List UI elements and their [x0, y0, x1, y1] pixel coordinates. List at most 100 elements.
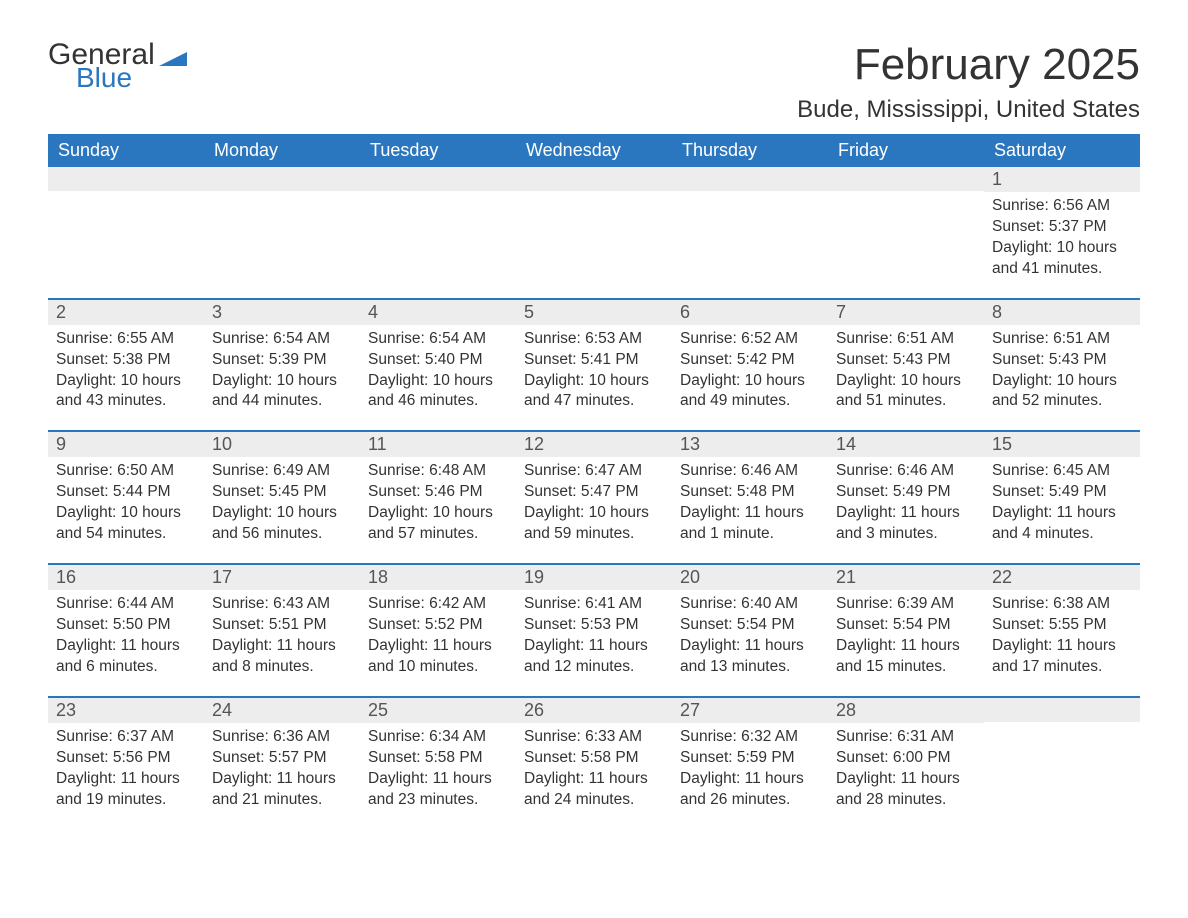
sunrise-text: Sunrise: 6:51 AM	[992, 329, 1132, 350]
day-body: Sunrise: 6:45 AMSunset: 5:49 PMDaylight:…	[984, 457, 1140, 563]
weekday-header: Wednesday	[516, 134, 672, 167]
calendar-day-cell: 3Sunrise: 6:54 AMSunset: 5:39 PMDaylight…	[204, 299, 360, 432]
calendar-table: SundayMondayTuesdayWednesdayThursdayFrid…	[48, 134, 1140, 828]
sunrise-text: Sunrise: 6:52 AM	[680, 329, 820, 350]
sunrise-text: Sunrise: 6:42 AM	[368, 594, 508, 615]
calendar-day-cell: 5Sunrise: 6:53 AMSunset: 5:41 PMDaylight…	[516, 299, 672, 432]
weekday-header: Monday	[204, 134, 360, 167]
day-number: 25	[360, 698, 516, 723]
day-body: Sunrise: 6:38 AMSunset: 5:55 PMDaylight:…	[984, 590, 1140, 696]
day-number	[516, 167, 672, 191]
calendar-day-cell	[984, 697, 1140, 829]
calendar-day-cell: 15Sunrise: 6:45 AMSunset: 5:49 PMDayligh…	[984, 431, 1140, 564]
day-number: 3	[204, 300, 360, 325]
day-number: 9	[48, 432, 204, 457]
calendar-day-cell: 27Sunrise: 6:32 AMSunset: 5:59 PMDayligh…	[672, 697, 828, 829]
day-number: 12	[516, 432, 672, 457]
day-body	[516, 191, 672, 283]
daylight-text: Daylight: 11 hours and 21 minutes.	[212, 769, 352, 811]
sunrise-text: Sunrise: 6:37 AM	[56, 727, 196, 748]
daylight-text: Daylight: 11 hours and 26 minutes.	[680, 769, 820, 811]
daylight-text: Daylight: 11 hours and 6 minutes.	[56, 636, 196, 678]
daylight-text: Daylight: 10 hours and 46 minutes.	[368, 371, 508, 413]
day-body: Sunrise: 6:56 AMSunset: 5:37 PMDaylight:…	[984, 192, 1140, 298]
sunrise-text: Sunrise: 6:45 AM	[992, 461, 1132, 482]
day-body: Sunrise: 6:54 AMSunset: 5:40 PMDaylight:…	[360, 325, 516, 431]
sunrise-text: Sunrise: 6:56 AM	[992, 196, 1132, 217]
calendar-day-cell: 2Sunrise: 6:55 AMSunset: 5:38 PMDaylight…	[48, 299, 204, 432]
sunset-text: Sunset: 5:42 PM	[680, 350, 820, 371]
daylight-text: Daylight: 11 hours and 10 minutes.	[368, 636, 508, 678]
day-number: 27	[672, 698, 828, 723]
sunrise-text: Sunrise: 6:33 AM	[524, 727, 664, 748]
day-number	[984, 698, 1140, 722]
day-number: 23	[48, 698, 204, 723]
day-number: 28	[828, 698, 984, 723]
day-number: 16	[48, 565, 204, 590]
calendar-day-cell: 12Sunrise: 6:47 AMSunset: 5:47 PMDayligh…	[516, 431, 672, 564]
day-number	[672, 167, 828, 191]
sunrise-text: Sunrise: 6:48 AM	[368, 461, 508, 482]
sunrise-text: Sunrise: 6:47 AM	[524, 461, 664, 482]
daylight-text: Daylight: 11 hours and 13 minutes.	[680, 636, 820, 678]
sunset-text: Sunset: 5:59 PM	[680, 748, 820, 769]
day-number: 10	[204, 432, 360, 457]
day-number: 22	[984, 565, 1140, 590]
sunset-text: Sunset: 5:49 PM	[836, 482, 976, 503]
day-body	[48, 191, 204, 283]
day-number: 24	[204, 698, 360, 723]
daylight-text: Daylight: 11 hours and 28 minutes.	[836, 769, 976, 811]
calendar-day-cell	[204, 167, 360, 299]
weekday-header: Friday	[828, 134, 984, 167]
sunset-text: Sunset: 5:54 PM	[836, 615, 976, 636]
sunrise-text: Sunrise: 6:41 AM	[524, 594, 664, 615]
sunrise-text: Sunrise: 6:54 AM	[368, 329, 508, 350]
day-body: Sunrise: 6:31 AMSunset: 6:00 PMDaylight:…	[828, 723, 984, 829]
day-body: Sunrise: 6:32 AMSunset: 5:59 PMDaylight:…	[672, 723, 828, 829]
sunrise-text: Sunrise: 6:51 AM	[836, 329, 976, 350]
day-number: 18	[360, 565, 516, 590]
daylight-text: Daylight: 10 hours and 43 minutes.	[56, 371, 196, 413]
day-number: 19	[516, 565, 672, 590]
day-number: 13	[672, 432, 828, 457]
sunset-text: Sunset: 5:51 PM	[212, 615, 352, 636]
sunrise-text: Sunrise: 6:44 AM	[56, 594, 196, 615]
sunset-text: Sunset: 5:45 PM	[212, 482, 352, 503]
sunset-text: Sunset: 5:44 PM	[56, 482, 196, 503]
sunset-text: Sunset: 5:38 PM	[56, 350, 196, 371]
calendar-day-cell: 24Sunrise: 6:36 AMSunset: 5:57 PMDayligh…	[204, 697, 360, 829]
day-body: Sunrise: 6:37 AMSunset: 5:56 PMDaylight:…	[48, 723, 204, 829]
calendar-day-cell	[360, 167, 516, 299]
daylight-text: Daylight: 11 hours and 24 minutes.	[524, 769, 664, 811]
weekday-header: Thursday	[672, 134, 828, 167]
daylight-text: Daylight: 11 hours and 19 minutes.	[56, 769, 196, 811]
sunrise-text: Sunrise: 6:43 AM	[212, 594, 352, 615]
calendar-day-cell: 28Sunrise: 6:31 AMSunset: 6:00 PMDayligh…	[828, 697, 984, 829]
sunset-text: Sunset: 5:43 PM	[836, 350, 976, 371]
day-number: 8	[984, 300, 1140, 325]
calendar-week: 1Sunrise: 6:56 AMSunset: 5:37 PMDaylight…	[48, 167, 1140, 299]
daylight-text: Daylight: 11 hours and 1 minute.	[680, 503, 820, 545]
day-number	[204, 167, 360, 191]
day-body: Sunrise: 6:33 AMSunset: 5:58 PMDaylight:…	[516, 723, 672, 829]
day-number	[48, 167, 204, 191]
calendar-day-cell: 19Sunrise: 6:41 AMSunset: 5:53 PMDayligh…	[516, 564, 672, 697]
weekday-header: Saturday	[984, 134, 1140, 167]
sunrise-text: Sunrise: 6:36 AM	[212, 727, 352, 748]
sunrise-text: Sunrise: 6:54 AM	[212, 329, 352, 350]
sunrise-text: Sunrise: 6:53 AM	[524, 329, 664, 350]
daylight-text: Daylight: 10 hours and 52 minutes.	[992, 371, 1132, 413]
day-body: Sunrise: 6:41 AMSunset: 5:53 PMDaylight:…	[516, 590, 672, 696]
weekday-header: Tuesday	[360, 134, 516, 167]
daylight-text: Daylight: 10 hours and 51 minutes.	[836, 371, 976, 413]
sunset-text: Sunset: 5:39 PM	[212, 350, 352, 371]
daylight-text: Daylight: 10 hours and 41 minutes.	[992, 238, 1132, 280]
sunset-text: Sunset: 5:46 PM	[368, 482, 508, 503]
sunrise-text: Sunrise: 6:39 AM	[836, 594, 976, 615]
day-body: Sunrise: 6:48 AMSunset: 5:46 PMDaylight:…	[360, 457, 516, 563]
calendar-day-cell: 23Sunrise: 6:37 AMSunset: 5:56 PMDayligh…	[48, 697, 204, 829]
calendar-day-cell: 14Sunrise: 6:46 AMSunset: 5:49 PMDayligh…	[828, 431, 984, 564]
day-body: Sunrise: 6:44 AMSunset: 5:50 PMDaylight:…	[48, 590, 204, 696]
calendar-day-cell: 25Sunrise: 6:34 AMSunset: 5:58 PMDayligh…	[360, 697, 516, 829]
sunset-text: Sunset: 5:49 PM	[992, 482, 1132, 503]
